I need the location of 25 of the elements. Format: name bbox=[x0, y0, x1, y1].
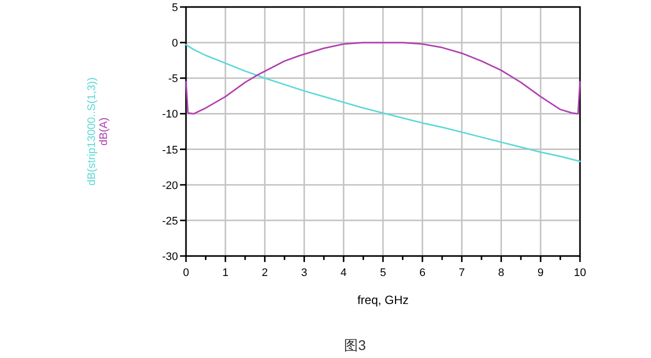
x-tick-label: 5 bbox=[380, 267, 386, 279]
x-tick-label: 2 bbox=[262, 267, 268, 279]
x-tick-label: 7 bbox=[458, 267, 465, 279]
y-tick-label: -30 bbox=[162, 251, 178, 263]
text: dB(A) bbox=[98, 117, 110, 146]
y-tick-label: 0 bbox=[172, 38, 178, 50]
text: dB(strip13000..S(1,3)) bbox=[86, 77, 98, 186]
line-series bbox=[185, 42, 581, 114]
y-tick-label: -10 bbox=[162, 108, 178, 121]
x-tick-label: 9 bbox=[538, 267, 544, 279]
x-tick-label: 8 bbox=[498, 267, 504, 279]
y-tick-label: -5 bbox=[168, 73, 178, 86]
line-series bbox=[185, 44, 581, 162]
x-tick-label: 4 bbox=[340, 267, 347, 279]
caption: 图3 bbox=[344, 337, 366, 353]
x-tick-label: 6 bbox=[419, 267, 426, 279]
x-tick-label: 0 bbox=[182, 267, 190, 279]
y-tick-label: -15 bbox=[162, 144, 178, 156]
y-tick-label: -25 bbox=[162, 215, 178, 228]
x-tick-label: 10 bbox=[574, 267, 586, 279]
x-tick-label: 3 bbox=[301, 267, 308, 279]
y-tick-label: 5 bbox=[172, 2, 178, 14]
x-tick-label: 1 bbox=[222, 267, 228, 279]
x-axis-title: freq, GHz bbox=[357, 293, 409, 307]
y-tick-label: -20 bbox=[162, 180, 178, 192]
